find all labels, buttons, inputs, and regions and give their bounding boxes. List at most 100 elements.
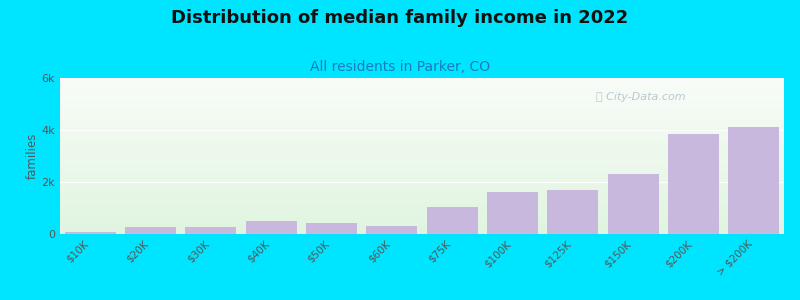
- Bar: [60, 205, 784, 206]
- Bar: [60, 232, 784, 233]
- Bar: [60, 125, 784, 126]
- Bar: [60, 95, 784, 96]
- Bar: [60, 178, 784, 179]
- Bar: [60, 204, 784, 205]
- Bar: [60, 129, 784, 130]
- Bar: [60, 91, 784, 92]
- Bar: [60, 230, 784, 231]
- Bar: [60, 124, 784, 125]
- Bar: [60, 163, 784, 164]
- Bar: [60, 226, 784, 227]
- Bar: [60, 210, 784, 211]
- Bar: [60, 165, 784, 166]
- Bar: [60, 172, 784, 173]
- Bar: [60, 198, 784, 199]
- Bar: [60, 173, 784, 174]
- Bar: [60, 157, 784, 158]
- Bar: [60, 121, 784, 122]
- Bar: [547, 190, 598, 234]
- Bar: [60, 148, 784, 149]
- Bar: [60, 228, 784, 229]
- Bar: [60, 147, 784, 148]
- Bar: [60, 186, 784, 187]
- Bar: [60, 213, 784, 214]
- Bar: [60, 139, 784, 140]
- Bar: [60, 112, 784, 113]
- Bar: [60, 144, 784, 145]
- Bar: [60, 151, 784, 152]
- Bar: [60, 80, 784, 81]
- Bar: [60, 171, 784, 172]
- Bar: [60, 113, 784, 114]
- Bar: [487, 192, 538, 234]
- Bar: [60, 98, 784, 99]
- Bar: [60, 179, 784, 180]
- Bar: [60, 168, 784, 169]
- Bar: [60, 221, 784, 222]
- Bar: [60, 202, 784, 203]
- Bar: [60, 176, 784, 177]
- Bar: [60, 200, 784, 201]
- Bar: [60, 193, 784, 194]
- Bar: [60, 108, 784, 109]
- Bar: [60, 201, 784, 202]
- Bar: [60, 197, 784, 198]
- Bar: [60, 99, 784, 100]
- Text: ⓘ City-Data.com: ⓘ City-Data.com: [596, 92, 686, 102]
- Bar: [60, 114, 784, 115]
- Bar: [60, 128, 784, 129]
- Bar: [60, 132, 784, 133]
- Bar: [60, 218, 784, 219]
- Bar: [60, 180, 784, 181]
- Bar: [60, 182, 784, 183]
- Bar: [60, 146, 784, 147]
- Bar: [60, 183, 784, 184]
- Bar: [60, 159, 784, 160]
- Bar: [60, 85, 784, 86]
- Bar: [60, 184, 784, 185]
- Bar: [60, 115, 784, 116]
- Bar: [668, 134, 719, 234]
- Bar: [60, 187, 784, 188]
- Bar: [60, 92, 784, 93]
- Bar: [60, 162, 784, 163]
- Bar: [60, 161, 784, 162]
- Bar: [60, 136, 784, 137]
- Bar: [60, 152, 784, 153]
- Bar: [60, 164, 784, 165]
- Bar: [60, 153, 784, 154]
- Bar: [366, 226, 418, 234]
- Bar: [60, 118, 784, 119]
- Bar: [60, 79, 784, 80]
- Bar: [60, 170, 784, 171]
- Bar: [60, 89, 784, 90]
- Bar: [306, 223, 357, 234]
- Text: Distribution of median family income in 2022: Distribution of median family income in …: [171, 9, 629, 27]
- Bar: [60, 189, 784, 190]
- Bar: [60, 84, 784, 85]
- Bar: [60, 105, 784, 106]
- Text: All residents in Parker, CO: All residents in Parker, CO: [310, 60, 490, 74]
- Bar: [60, 100, 784, 101]
- Bar: [60, 149, 784, 150]
- Bar: [60, 224, 784, 225]
- Bar: [60, 150, 784, 151]
- Bar: [60, 127, 784, 128]
- Bar: [60, 94, 784, 95]
- Bar: [60, 103, 784, 104]
- Bar: [60, 138, 784, 139]
- Bar: [60, 216, 784, 217]
- Bar: [60, 209, 784, 210]
- Bar: [60, 88, 784, 89]
- Bar: [60, 78, 784, 79]
- Bar: [60, 111, 784, 112]
- Bar: [60, 167, 784, 168]
- Bar: [60, 82, 784, 83]
- Bar: [60, 97, 784, 98]
- Bar: [60, 116, 784, 117]
- Bar: [60, 81, 784, 82]
- Bar: [60, 83, 784, 84]
- Y-axis label: families: families: [26, 133, 38, 179]
- Bar: [60, 185, 784, 186]
- Bar: [60, 130, 784, 131]
